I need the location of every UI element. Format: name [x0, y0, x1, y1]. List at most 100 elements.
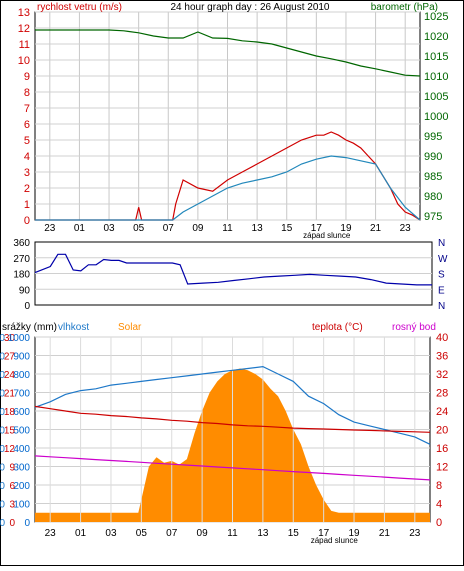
panel3-x-tick: 17 [318, 528, 330, 539]
panel3-left-tick: 600 [13, 407, 30, 418]
panel3-left-tick: 300 [13, 463, 30, 474]
panel3-x-tick: 05 [136, 528, 148, 539]
panel3-left-tick: 0 [9, 518, 15, 529]
panel3-left-tick: 6 [9, 481, 15, 492]
panel3-right-tick: 8 [436, 480, 442, 492]
panel3-left-tick: 27 [4, 352, 16, 363]
panel3-sunset-label: západ slunce [311, 536, 359, 545]
panel3-left-tick: 100 [0, 333, 5, 344]
panel1-x-tick: 21 [370, 223, 382, 234]
panel3-x-tick: 13 [257, 528, 269, 539]
panel3-right-tick: 32 [436, 369, 448, 381]
panel3-left-tick: 60 [0, 407, 5, 418]
panel1-left-label: rychlost vetru (m/s) [37, 2, 122, 13]
panel3-left-tick: 100 [13, 500, 30, 511]
panel1-right-tick: 1020 [424, 31, 448, 43]
panel1-x-tick: 11 [222, 223, 233, 234]
panel1-right-tick: 1000 [424, 111, 448, 123]
panel1-x-tick: 01 [74, 223, 86, 234]
panel1-right-tick: 980 [424, 191, 442, 203]
panel3-left-tick: 50 [0, 426, 5, 437]
panel1-x-tick: 17 [311, 223, 323, 234]
panel1-series-line [35, 155, 421, 221]
panel1-left-tick: 12 [18, 23, 30, 35]
panel1-series-line [35, 29, 421, 77]
panel1-right-tick: 1010 [424, 71, 448, 83]
panel1-left-tick: 9 [24, 71, 30, 83]
panel3-left-tick: 1000 [8, 333, 31, 344]
panel3-legend-left: vlhkost [58, 322, 89, 333]
panel3-left-tick: 30 [0, 463, 5, 474]
panel1-left-tick: 5 [24, 135, 30, 147]
chart-title: 24 hour graph day : 26 August 2010 [170, 2, 329, 13]
panel3-right-tick: 24 [436, 406, 448, 418]
panel1-right-tick: 985 [424, 171, 442, 183]
panel3-right-tick: 36 [436, 351, 448, 363]
panel3-right-tick: 12 [436, 462, 448, 474]
panel3-x-tick: 15 [288, 528, 300, 539]
panel1-right-label: barometr (hPa) [371, 2, 438, 13]
panel3-left-tick: 10 [0, 500, 5, 511]
panel2-right-tick: W [438, 254, 448, 265]
panel2-right-tick: S [438, 270, 445, 281]
panel3-x-tick: 23 [45, 528, 57, 539]
panel3-left-tick: 18 [4, 407, 16, 418]
panel1-right-tick: 1005 [424, 91, 448, 103]
panel3-left-tick: 0 [24, 518, 30, 529]
panel2-left-tick: 360 [13, 238, 30, 249]
panel3-left-tick: 90 [0, 352, 5, 363]
panel2-right-tick: N [438, 301, 445, 312]
panel1-x-tick: 03 [103, 223, 115, 234]
panel1-sunset-label: západ slunce [303, 231, 351, 240]
panel1-right-tick: 1015 [424, 51, 448, 63]
panel3-left-tick: 40 [0, 444, 5, 455]
panel3-right-tick: 28 [436, 388, 448, 400]
panel1-left-tick: 3 [24, 167, 30, 179]
panel3-x-tick: 23 [409, 528, 421, 539]
panel3-x-tick: 01 [75, 528, 87, 539]
panel3-legend-right: rosný bod [392, 322, 436, 333]
panel2-right-tick: N [438, 238, 445, 249]
panel3-left-tick: 30 [4, 333, 16, 344]
panel2-left-tick: 270 [13, 254, 30, 265]
panel1-x-tick: 09 [192, 223, 204, 234]
panel3-series-line [34, 405, 431, 433]
panel3-left-tick: 15 [4, 426, 16, 437]
panel3-left-tick: 70 [0, 389, 5, 400]
panel3-right-tick: 4 [436, 499, 442, 511]
panel2-left-tick: 180 [13, 270, 30, 281]
panel3-legend-left: Solar [118, 322, 142, 333]
panel1-right-tick: 990 [424, 151, 442, 163]
panel3-left-tick: 0 [0, 518, 5, 529]
panel3-right-tick: 16 [436, 443, 448, 455]
panel3-x-tick: 03 [105, 528, 117, 539]
panel3-left-tick: 400 [13, 444, 30, 455]
panel3-left-tick: 3 [9, 500, 15, 511]
panel1-left-tick: 6 [24, 119, 30, 131]
panel3-left-tick: 900 [13, 352, 30, 363]
panel1-left-tick: 1 [24, 199, 30, 211]
panel3-right-tick: 20 [436, 425, 448, 437]
panel3-left-tick: 21 [4, 389, 16, 400]
panel3-x-tick: 19 [348, 528, 360, 539]
panel1-right-tick: 995 [424, 131, 442, 143]
panel1-right-tick: 1025 [424, 11, 448, 23]
panel1-left-tick: 11 [19, 39, 30, 51]
panel1-left-tick: 7 [24, 103, 30, 115]
panel3-left-tick: 800 [13, 370, 30, 381]
panel3-left-tick: 80 [0, 370, 5, 381]
panel3-left-tick: 20 [0, 481, 5, 492]
panel1-x-tick: 07 [163, 223, 175, 234]
panel2-right-tick: E [438, 285, 445, 296]
panel3-series-line [34, 455, 431, 481]
panel3-x-tick: 09 [197, 528, 209, 539]
panel3-left-tick: 24 [4, 370, 16, 381]
panel2-left-tick: 90 [19, 285, 31, 296]
panel3-left-tick: 12 [4, 444, 16, 455]
panel3-legend-right: teplota (°C) [312, 322, 363, 333]
panel1-x-tick: 05 [133, 223, 145, 234]
panel1-x-tick: 19 [340, 223, 352, 234]
panel1-left-tick: 8 [24, 87, 30, 99]
